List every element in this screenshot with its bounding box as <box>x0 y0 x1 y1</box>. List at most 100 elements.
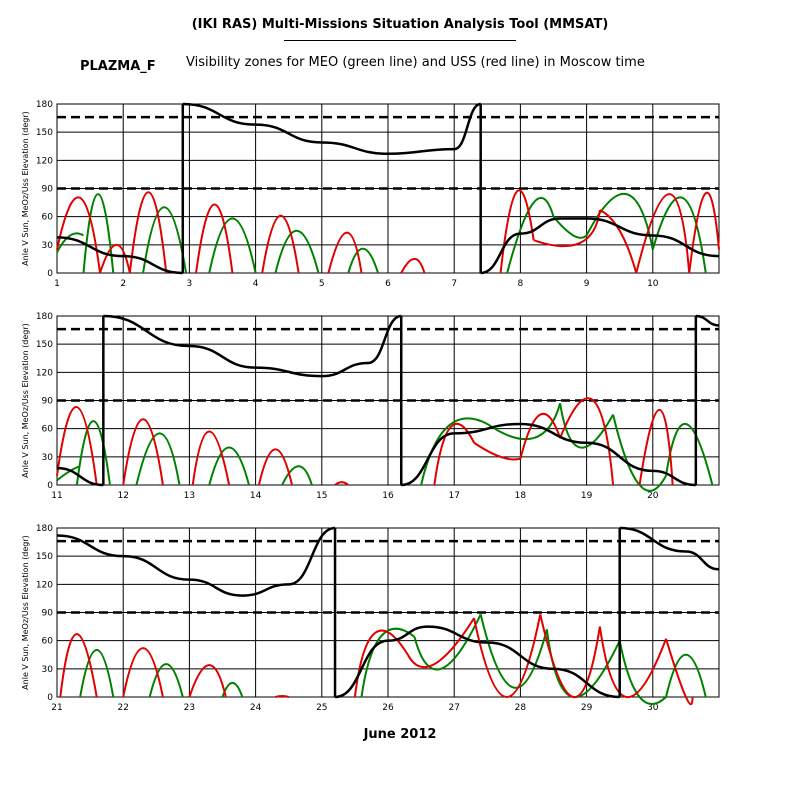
meo-visibility-arc <box>618 640 667 705</box>
meo-visibility-arc <box>360 627 416 698</box>
y-tick-label: 150 <box>36 128 53 138</box>
meo-visibility-arc <box>75 420 111 486</box>
x-tick-label: 25 <box>316 703 327 713</box>
y-tick-label: 150 <box>36 552 53 562</box>
uss-visibility-arc <box>327 231 363 274</box>
x-tick-label: 19 <box>581 491 593 501</box>
uss-visibility-arc <box>559 397 615 486</box>
uss-visibility-arc <box>473 441 521 461</box>
y-tick-label: 0 <box>47 481 53 491</box>
x-tick-label: 22 <box>117 703 128 713</box>
x-tick-label: 18 <box>515 491 527 501</box>
sun-angle-curve <box>334 625 620 699</box>
meo-visibility-arc <box>665 653 707 698</box>
uss-visibility-arc <box>59 633 98 698</box>
y-tick-label: 30 <box>42 453 54 463</box>
y-tick-label: 150 <box>36 340 53 350</box>
meo-visibility-arc <box>585 192 654 250</box>
x-tick-label: 3 <box>187 279 193 289</box>
x-tick-label: 26 <box>382 703 394 713</box>
x-tick-label: 30 <box>647 703 659 713</box>
uss-visibility-arc <box>99 243 131 274</box>
panel-1: 0 30 60 90 120 150 180 1 2 3 4 5 6 7 8 9 10 Anle V Sun, M… <box>21 100 720 289</box>
plot-frame <box>56 527 720 698</box>
x-axis-title: June 2012 <box>363 727 437 742</box>
x-tick-label: 1 <box>54 279 60 289</box>
x-tick-label: 27 <box>448 703 459 713</box>
meo-visibility-arc <box>148 663 184 698</box>
sun-angle-curve <box>103 314 402 378</box>
uss-visibility-arc <box>261 215 300 274</box>
uss-visibility-arc <box>128 191 168 274</box>
y-axis-label: Anle V Sun, MeOz/Uss Elevation (degr) <box>21 111 30 266</box>
y-tick-label: 60 <box>42 637 54 647</box>
x-tick-label: 2 <box>120 279 126 289</box>
uss-visibility-arc <box>56 196 102 274</box>
meo-visibility-arc <box>413 613 482 671</box>
uss-visibility-arc <box>191 430 231 486</box>
meo-visibility-arc <box>82 193 115 274</box>
x-tick-label: 6 <box>385 279 391 289</box>
uss-visibility-arc <box>473 614 542 698</box>
meo-visibility-arc <box>486 403 562 441</box>
uss-visibility-arc <box>195 203 234 274</box>
meo-visibility-arc <box>281 465 313 486</box>
x-tick-label: 4 <box>253 279 259 289</box>
x-tick-label: 12 <box>117 491 128 501</box>
meo-visibility-arc <box>208 446 250 486</box>
x-tick-label: 21 <box>51 703 62 713</box>
meo-visibility-arc <box>135 432 181 486</box>
x-tick-label: 9 <box>584 279 590 289</box>
y-axis-label: Anle V Sun, MeOz/Uss Elevation (degr) <box>21 535 30 690</box>
meo-visibility-arc <box>506 196 555 274</box>
y-tick-label: 120 <box>36 580 53 590</box>
uss-visibility-arc <box>665 638 694 706</box>
y-tick-label: 90 <box>42 609 54 619</box>
y-tick-label: 180 <box>36 524 53 534</box>
y-tick-label: 90 <box>42 185 54 195</box>
sun-angle-curve <box>619 526 720 571</box>
page-title: (IKI RAS) Multi-Missions Situation Analy… <box>191 17 609 32</box>
y-tick-label: 60 <box>42 425 54 435</box>
uss-visibility-arc <box>599 209 638 274</box>
x-tick-label: 16 <box>382 491 394 501</box>
y-tick-label: 30 <box>42 665 54 675</box>
sun-angle-curve <box>480 217 720 275</box>
meo-visibility-arc <box>420 417 488 486</box>
y-tick-label: 0 <box>47 693 53 703</box>
satellite-name: PLAZMA_F <box>80 59 156 74</box>
uss-visibility-arc <box>257 448 293 486</box>
uss-visibility-arc <box>635 193 691 274</box>
y-tick-label: 180 <box>36 100 53 110</box>
meo-visibility-arc <box>347 247 380 274</box>
sun-angle-curve <box>56 526 336 597</box>
y-tick-label: 120 <box>36 368 53 378</box>
uss-visibility-arc <box>539 614 601 698</box>
x-tick-label: 8 <box>518 279 524 289</box>
uss-visibility-arc <box>638 409 674 486</box>
uss-visibility-arc <box>122 647 164 698</box>
uss-visibility-arc <box>334 481 349 486</box>
title-underline <box>284 40 516 41</box>
meo-visibility-arc <box>79 649 115 698</box>
meo-visibility-arc <box>552 216 588 239</box>
uss-visibility-arc <box>122 418 164 486</box>
uss-visibility-arc <box>275 695 289 698</box>
meo-visibility-arc <box>142 206 188 274</box>
x-tick-label: 29 <box>581 703 593 713</box>
x-tick-label: 20 <box>647 491 659 501</box>
plot-frame <box>56 103 720 274</box>
chart-subtitle: Visibility zones for MEO (green line) an… <box>186 55 645 70</box>
uss-visibility-arc <box>519 412 562 459</box>
sun-angle-curve <box>56 466 104 487</box>
sun-angle-curve <box>695 314 720 327</box>
uss-visibility-arc <box>598 626 667 699</box>
plot-frame <box>56 315 720 486</box>
panel-3: 0 30 60 90 120 150 180 21 22 23 24 25 26 27 28 29 30 Anle… <box>21 524 720 713</box>
x-tick-label: 15 <box>316 491 327 501</box>
uss-visibility-arc <box>400 257 426 274</box>
y-tick-label: 60 <box>42 213 54 223</box>
x-tick-label: 14 <box>250 491 262 501</box>
uss-visibility-arc <box>188 664 227 698</box>
x-tick-label: 13 <box>184 491 195 501</box>
